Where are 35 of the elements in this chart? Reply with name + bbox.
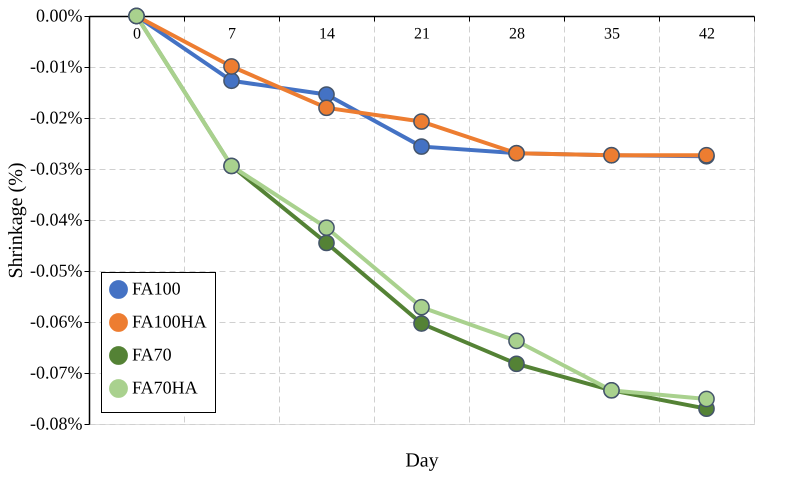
y-tick-label: -0.03% [30,158,82,178]
point [223,58,240,75]
y-tick-label: -0.08% [30,414,82,434]
y-tick-label: 0.00% [36,6,82,26]
x-tick-label: 0 [133,26,141,42]
y-tick-label: -0.02% [30,108,82,128]
point [318,219,335,236]
y-tick-label: -0.06% [30,312,82,332]
point [318,234,335,252]
x-tick-label: 7 [228,26,236,42]
point [318,86,335,103]
x-tick-label: 28 [509,26,525,42]
y-tick-label: -0.07% [30,362,82,382]
legend-label: FA100 [132,278,181,298]
point [318,99,335,116]
point [508,356,525,372]
point [508,332,525,350]
x-tick-label: 35 [604,26,620,42]
point [413,298,430,316]
y-tick-label: -0.05% [30,260,82,280]
y-axis-title: Shrinkage (%) [5,162,28,279]
x-axis-title: Day [405,450,439,472]
point [413,315,430,332]
x-tick-label: 42 [699,26,715,42]
legend-label: FA100HA [132,312,207,332]
point [413,138,430,155]
x-tick-label: 14 [319,26,335,42]
y-tick-label: -0.04% [30,210,82,230]
x-tick-label: 21 [414,26,430,42]
point [223,72,240,90]
y-tick-label: -0.01% [30,56,82,76]
point [413,113,430,130]
legend-label: FA70 [132,344,172,364]
point [698,390,715,408]
legend-label: FA70HA [132,378,198,398]
